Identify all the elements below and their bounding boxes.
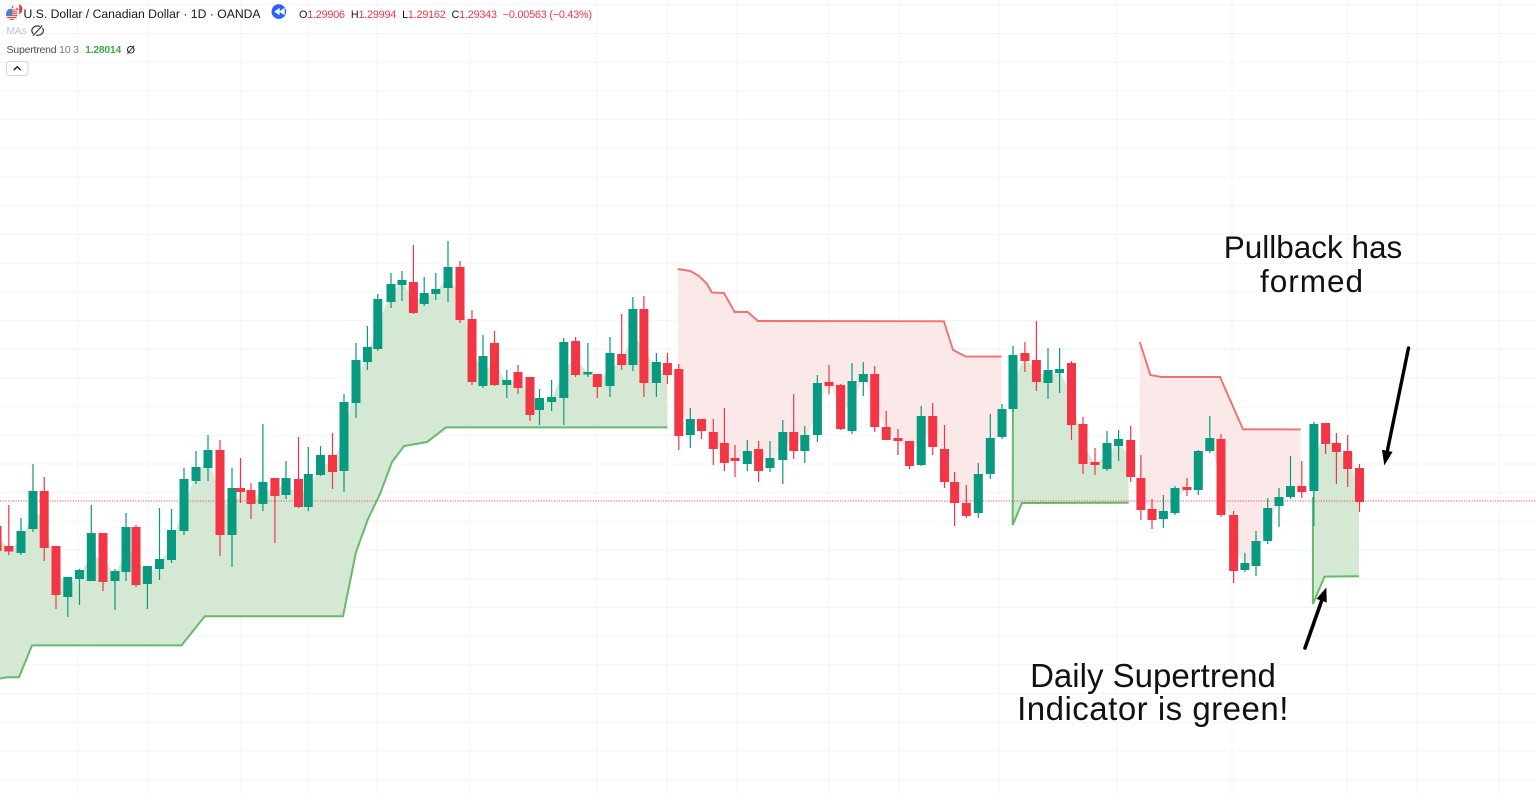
svg-text:Indicator is green!: Indicator is green! xyxy=(1017,690,1289,727)
svg-text:Supertrend 10 3: Supertrend 10 3 xyxy=(7,44,80,56)
svg-text:Daily Supertrend: Daily Supertrend xyxy=(1030,657,1276,694)
svg-text:1.28014: 1.28014 xyxy=(85,45,121,56)
svg-text:Pullback has: Pullback has xyxy=(1224,229,1403,265)
svg-text:MAs: MAs xyxy=(7,26,27,37)
svg-text:U.S. Dollar / Canadian Dollar: U.S. Dollar / Canadian Dollar · 1D · OAN… xyxy=(24,7,262,21)
svg-text:Ø: Ø xyxy=(127,45,136,57)
svg-text:formed: formed xyxy=(1260,263,1364,299)
